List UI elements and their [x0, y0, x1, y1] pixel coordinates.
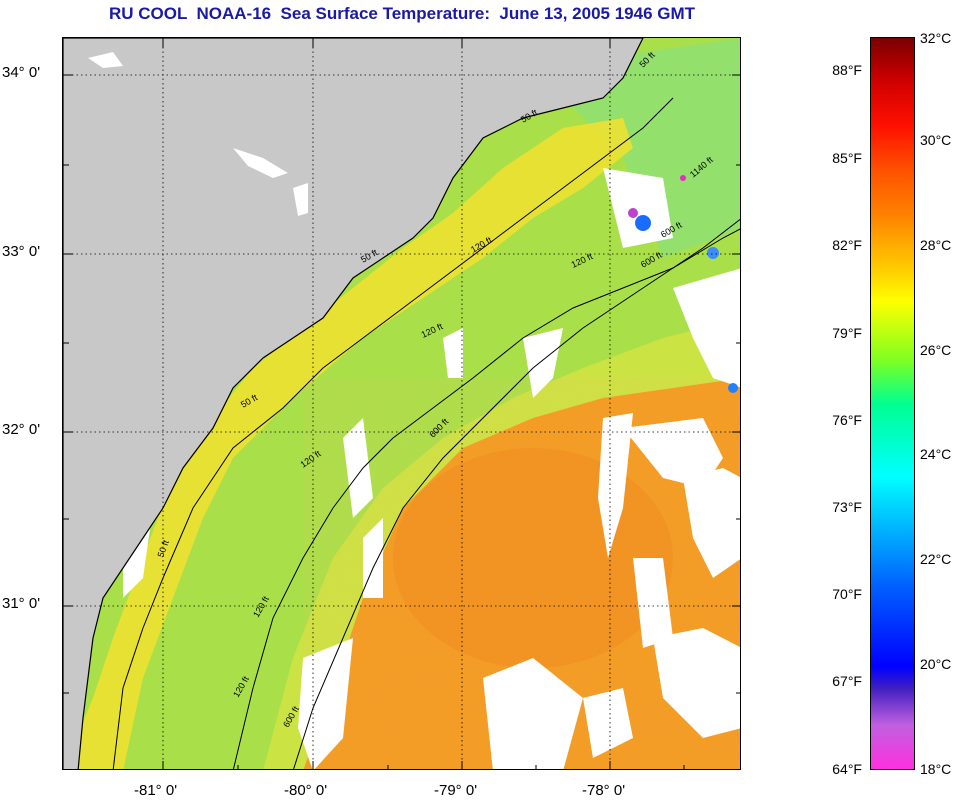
colorbar-fahrenheit-label: 76°F [832, 412, 862, 428]
temperature-colorbar [870, 37, 915, 770]
cloud-masks [123, 168, 740, 769]
latitude-label: 33° 0' [2, 243, 41, 260]
colorbar-celsius-label: 26°C [920, 342, 952, 358]
colorbar-celsius-label: 32°C [920, 30, 952, 46]
longitude-label: -79° 0' [434, 782, 478, 799]
colorbar-celsius-label: 28°C [920, 237, 952, 253]
colorbar-fahrenheit-label: 85°F [832, 150, 862, 166]
colorbar-fahrenheit-label: 70°F [832, 586, 862, 602]
colorbar-fahrenheit-label: 88°F [832, 62, 862, 78]
colorbar-fahrenheit-label: 64°F [832, 761, 862, 777]
bathymetry-contours [112, 97, 740, 769]
latitude-label: 32° 0' [2, 421, 41, 438]
longitude-label: -78° 0' [582, 782, 626, 799]
land-mass [63, 38, 644, 769]
colorbar-fahrenheit-label: 82°F [832, 237, 862, 253]
inland-cloud-masks [88, 52, 308, 216]
contour-600ft [293, 218, 740, 769]
colorbar-fahrenheit-label: 79°F [832, 325, 862, 341]
colorbar-celsius-label: 22°C [920, 551, 952, 567]
colorbar-celsius-label: 20°C [920, 656, 952, 672]
longitude-label: -80° 0' [284, 782, 328, 799]
axis-ticks [63, 38, 740, 769]
colorbar-celsius-label: 18°C [920, 761, 952, 777]
map-title: RU COOL NOAA-16 Sea Surface Temperature:… [108, 4, 696, 23]
longitude-label: -81° 0' [134, 782, 178, 799]
contour-120ft [232, 228, 740, 769]
cold-upwelling-pixels [628, 175, 738, 393]
colorbar-celsius-label: 30°C [920, 132, 952, 148]
contour-50ft [112, 97, 674, 769]
colorbar-fahrenheit-label: 73°F [832, 499, 862, 515]
colorbar-fahrenheit-label: 67°F [832, 673, 862, 689]
sst-map-canvas: 50 ft 50 ft 120 ft 600 ft 120 ft 600 ft … [63, 38, 740, 769]
latitude-label: 31° 0' [2, 595, 41, 612]
colorbar-celsius-label: 24°C [920, 446, 952, 462]
graticule [63, 38, 740, 769]
sst-map[interactable]: 50 ft 50 ft 120 ft 600 ft 120 ft 600 ft … [62, 37, 741, 770]
latitude-label: 34° 0' [2, 64, 41, 81]
